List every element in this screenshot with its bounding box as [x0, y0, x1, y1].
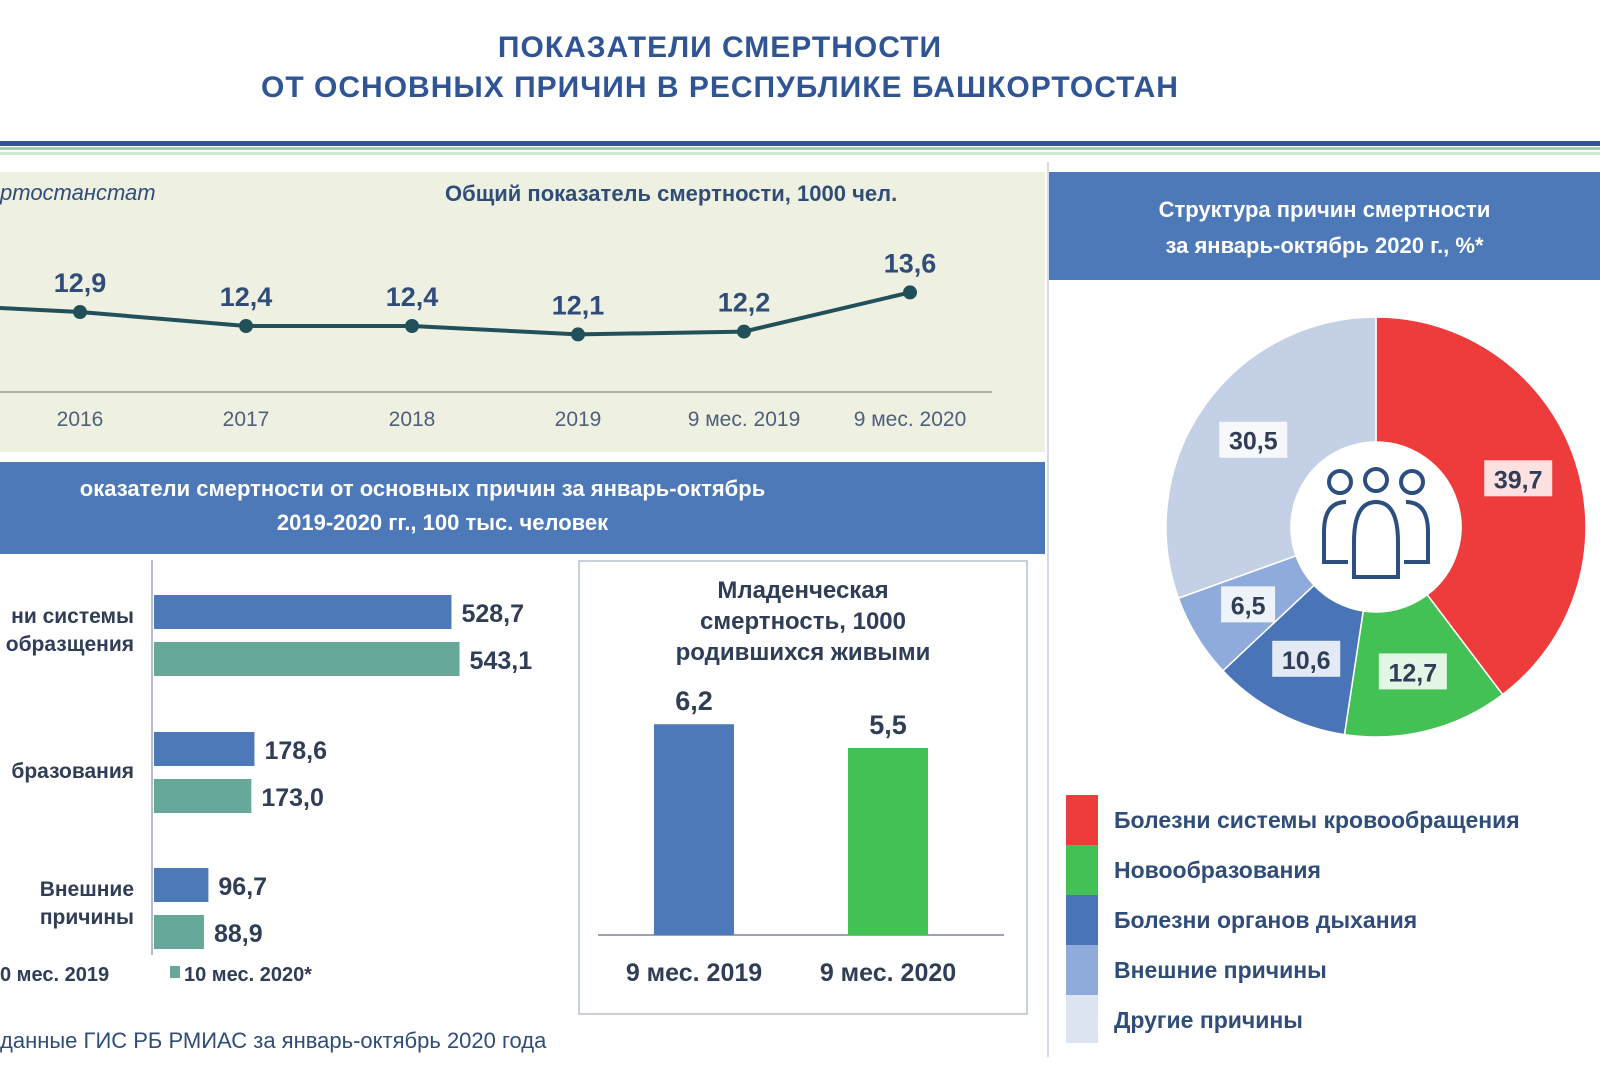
- header-stripe-green: [0, 147, 1600, 150]
- line-point: [571, 327, 585, 342]
- bar-category-label-line2: причины: [40, 906, 134, 929]
- line-series: [79, 290, 911, 337]
- legend-label-external: Внешние причины: [1114, 957, 1327, 983]
- line-x-tick-label: 2017: [223, 408, 270, 431]
- donut-title-line2: за январь-октябрь 2020 г., %*: [1165, 233, 1484, 258]
- page-title-line1: ПОКАЗАТЕЛИ СМЕРТНОСТИ: [497, 31, 943, 64]
- bar-legend-swatch-2020: [170, 966, 180, 978]
- data-source-footnote: данные ГИС РБ РМИАС за январь-октябрь 20…: [0, 1028, 547, 1053]
- structure-panel: [1047, 162, 1600, 1057]
- donut-slice-label: 39,7: [1494, 466, 1543, 494]
- infant-bar-value: 6,2: [675, 686, 713, 716]
- line-data-label: 12,4: [386, 282, 439, 312]
- infant-x-tick-label: 9 мес. 2019: [626, 959, 762, 987]
- donut-label-box: [1221, 586, 1276, 623]
- infant-mortality-panel: [578, 560, 1028, 1015]
- line-series-left-continuation: [0, 306, 81, 314]
- infant-x-tick-label: 9 мес. 2020: [820, 959, 956, 987]
- line-x-tick-label: 2016: [57, 408, 104, 431]
- donut-label-box: [1219, 421, 1288, 458]
- bar-2020: [154, 642, 460, 676]
- bar-2019: [154, 732, 255, 766]
- bar-2020: [154, 779, 252, 813]
- bar-legend-2019: 0 мес. 2019: [0, 964, 109, 986]
- bar-value-label: 173,0: [261, 784, 324, 812]
- cause-bar-chart: 528,7 543,1 ни системы образщения 178,6 173,0…: [0, 560, 533, 986]
- donut-slice: [1375, 316, 1587, 696]
- infant-bar-chart: 6,2 9 мес. 2019 5,5 9 мес. 2020: [598, 686, 1004, 987]
- line-x-tick-label: 2019: [555, 408, 602, 431]
- legend-label-circulatory: Болезни системы кровообращения: [1114, 807, 1520, 833]
- infant-title-line1: Младенческая: [717, 577, 889, 604]
- bar-value-label: 178,6: [264, 737, 327, 765]
- bar-category-label-line1: ни системы: [11, 605, 134, 628]
- line-chart-title: Общий показатель смертности, 1000 чел.: [445, 181, 898, 206]
- donut-slice-label: 12,7: [1389, 659, 1438, 687]
- mortality-line-panel: [0, 172, 1045, 452]
- legend-label-neoplasms: Новообразования: [1114, 857, 1321, 883]
- bar-chart-title-band: оказатели смертности от основных причин …: [0, 462, 1045, 554]
- infant-title-line2: смертность, 1000: [700, 608, 906, 635]
- line-data-label: 12,2: [718, 288, 771, 318]
- bar-value-label: 88,9: [214, 920, 263, 948]
- line-x-tick-label: 2018: [389, 408, 436, 431]
- line-point: [405, 319, 419, 333]
- donut-label-box: [1484, 460, 1553, 497]
- bar-legend-2020: 10 мес. 2020*: [184, 964, 312, 986]
- legend-swatch-external: [1066, 945, 1098, 995]
- bar-2020: [154, 915, 205, 949]
- bar-value-label: 96,7: [218, 873, 267, 901]
- infant-bar: [654, 724, 734, 935]
- line-data-label: 12,4: [220, 282, 273, 312]
- line-point: [903, 285, 917, 300]
- people-group-icon: [1322, 467, 1430, 579]
- source-label: ртостанстат: [0, 180, 156, 205]
- infant-bar-value: 5,5: [869, 710, 907, 740]
- line-data-label: 13,6: [884, 248, 937, 278]
- line-data-label: 12,9: [54, 268, 107, 298]
- bar-category-label-line1: Внешние: [40, 878, 134, 901]
- infant-chart-title: Младенческая смертность, 1000 родившихся…: [580, 575, 1026, 668]
- line-point: [73, 305, 87, 319]
- donut-slice-label: 6,5: [1231, 592, 1266, 620]
- infant-title-line3: родившихся живыми: [675, 639, 931, 666]
- donut-label-box: [1272, 640, 1341, 677]
- donut-slice-label: 10,6: [1282, 647, 1331, 675]
- donut-title-line1: Структура причин смертности: [1158, 197, 1491, 222]
- donut-slice-label: 30,5: [1229, 428, 1278, 456]
- page-title: ПОКАЗАТЕЛИ СМЕРТНОСТИ ОТ ОСНОВНЫХ ПРИЧИН…: [0, 28, 1440, 108]
- page-title-line2: ОТ ОСНОВНЫХ ПРИЧИН В РЕСПУБЛИКЕ БАШКОРТО…: [261, 71, 1179, 104]
- legend-swatch-other: [1066, 995, 1098, 1043]
- bar-chart-title-line1: оказатели смертности от основных причин …: [79, 476, 766, 501]
- mortality-line-chart: 12,9 2016 12,4 2017 12,4 2018 12,1 2019 12,2 9 ме…: [0, 248, 992, 431]
- bar-category-label-line2: бразования: [11, 760, 134, 783]
- donut-title-band: Структура причин смертности за январь-ок…: [1049, 172, 1600, 280]
- donut-legend: Болезни системы кровообращения Новообраз…: [1066, 795, 1600, 1045]
- donut-center: [1291, 442, 1461, 612]
- line-x-tick-label: 9 мес. 2019: [688, 408, 801, 431]
- donut-label-box: [1378, 653, 1447, 690]
- bar-category-label-line2: образщения: [6, 633, 134, 656]
- line-data-label: 12,1: [552, 290, 605, 320]
- bar-chart-title-line2: 2019-2020 гг., 100 тыс. человек: [276, 510, 609, 535]
- legend-swatch-neoplasms: [1066, 845, 1098, 895]
- header-stripe-blue: [0, 141, 1600, 146]
- legend-label-respiratory: Болезни органов дыхания: [1114, 907, 1418, 933]
- infant-bar: [848, 748, 928, 935]
- legend-label-other: Другие причины: [1114, 1007, 1303, 1033]
- legend-swatch-respiratory: [1066, 895, 1098, 945]
- bar-value-label: 528,7: [461, 600, 524, 628]
- line-x-tick-label: 9 мес. 2020: [854, 408, 967, 431]
- bar-2019: [154, 868, 209, 902]
- line-point: [239, 319, 253, 333]
- line-point: [737, 324, 751, 339]
- legend-swatch-circulatory: [1066, 795, 1098, 845]
- bar-2019: [154, 595, 452, 629]
- header-stripe-light: [0, 152, 1600, 155]
- bar-value-label: 543,1: [470, 647, 533, 675]
- cause-structure-donut: 39,7 12,7 10,6 6,5 30,5: [1165, 316, 1587, 738]
